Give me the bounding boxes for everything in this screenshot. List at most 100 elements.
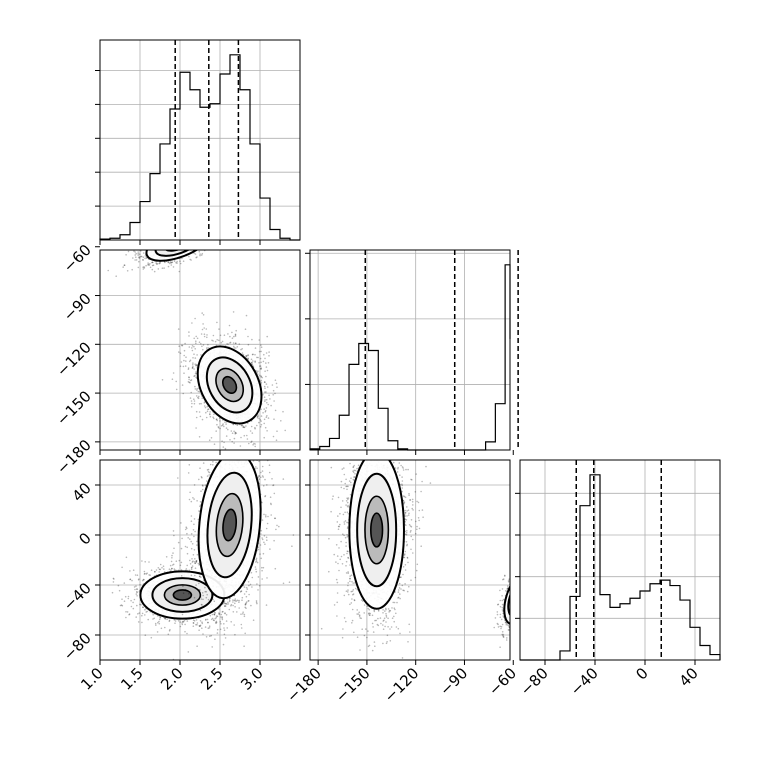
v0v2-sample-point [158,620,160,623]
v0v2-sample-point [171,567,173,570]
v0v1-sample-point [231,337,234,340]
v0v2-sample-point [211,617,214,620]
v0v2-sample-point [181,613,184,616]
v0v1-sample-point [268,394,270,397]
v0v2-sample-point [180,569,183,571]
v0v2-sample-point [181,537,183,540]
v0v2-sample-point [213,613,215,615]
v0v1-sample-point [266,401,268,404]
v0v1-contour-2 [215,367,245,403]
v0v2-sample-point [245,595,248,598]
v0v1-sample-point [260,408,262,411]
v0v1-sample-point [219,427,221,430]
v0v1-sample-point [135,252,137,255]
v0v1-sample-point [192,357,194,359]
v0v2-sample-point [257,576,260,578]
v0v1-sample-point [134,251,136,253]
v0v2-sample-point [136,574,139,576]
v0v1-sample-point [202,323,204,325]
v0v2-sample-point [171,554,173,557]
v0v2-sample-point [130,605,133,608]
v0v1-sample-point [216,418,218,421]
v0v1-sample-point [180,361,183,363]
v0v2-sample-point [255,557,258,560]
v0v2-sample-point [260,471,262,474]
v0v2-sample-point [186,527,188,530]
v0v1-sample-point [200,343,202,345]
v0v2-sample-point [266,577,268,579]
v0v1-sample-point [193,337,195,340]
v0v2-sample-point [141,621,143,624]
v0v2-sample-point [193,549,196,551]
v0v1-sample-point [264,400,266,403]
v0v2-sample-point [261,519,264,521]
v0v2-sample-point [223,602,226,605]
v0v2-sample-point [121,566,123,569]
v0v1-sample-point [156,262,159,265]
v0v2-sample-point [185,568,188,570]
v0v1-sample-point [201,345,203,348]
v0v1-sample-point [183,349,186,352]
v0v1-sample-point [251,353,254,356]
v0v2-sample-point [199,505,201,508]
v0v2-sample-point [140,604,142,606]
v0v1-sample-point [201,252,204,255]
v0v2-sample-point [264,495,266,498]
v0v1-sample-point [266,415,268,417]
v0v1-sample-point [258,417,260,420]
v0v2-sample-point [148,561,150,563]
v0v1-sample-point [197,396,199,399]
v0v2-sample-point [202,594,204,597]
v0v1-sample-point [254,361,256,363]
v0v1-sample-point [193,375,195,378]
v0v2-sample-point [215,620,218,623]
v0v2-sample-point [182,585,184,587]
v0v1-sample-point [200,333,203,335]
v0v1-sample-point [139,253,141,255]
v0v1-sample-point [205,411,207,414]
v0v2-sample-point [201,592,204,594]
v0v1-sample-point [261,376,264,379]
v0v2-sample-point [243,613,246,616]
v0v2-sample-point [251,576,254,579]
v0v2-sample-point [257,546,260,548]
v0v1-sample-point [264,399,266,401]
v0v2-sample-point [204,586,206,589]
v0v1-sample-point [233,335,235,338]
v0v2-sample-point [153,617,155,620]
v0v1-sample-point [247,354,249,356]
v0v2-sample-point [195,623,197,626]
v0v1-sample-point [200,354,202,356]
v0v1-sample-point [260,381,263,384]
v0v2-sample-point [190,540,192,543]
hist-panel-var1 [305,249,519,455]
v0v1-sample-point [185,356,187,359]
v0v1-sample-point [192,365,194,368]
v0v1-sample-point [229,341,232,344]
v0v1-sample-point [135,256,137,259]
v0v2-sample-point [132,607,135,610]
v0v1-sample-point [232,311,235,313]
v0v1-sample-point [217,426,220,428]
v0v1-sample-point [206,347,208,349]
v0v1-sample-point [199,253,201,255]
v0v1-sample-point [260,376,263,378]
v0v2-sample-point [218,613,220,615]
v0v2-sample-point [121,598,123,600]
v0v1-sample-point [251,432,254,434]
v0v2-sample-point [169,628,171,631]
v0v1-sample-point [190,259,192,261]
v0v2-sample-point [216,628,219,631]
v0v2-sample-point [186,632,188,635]
v0v2-sample-point [173,568,176,570]
v0v1-sample-point [156,263,158,266]
v0v2-sample-point [236,611,238,613]
v0v2-sample-point [130,599,132,602]
v0v1-sample-point [225,427,228,429]
v0v2-sample-point [244,606,246,609]
v0v1-sample-point [139,256,141,258]
v0v2-sample-point [146,572,148,574]
v0v2-sample-point [154,570,156,573]
v0v2-sample-point [155,624,157,626]
v0v2-sample-point [226,627,228,629]
